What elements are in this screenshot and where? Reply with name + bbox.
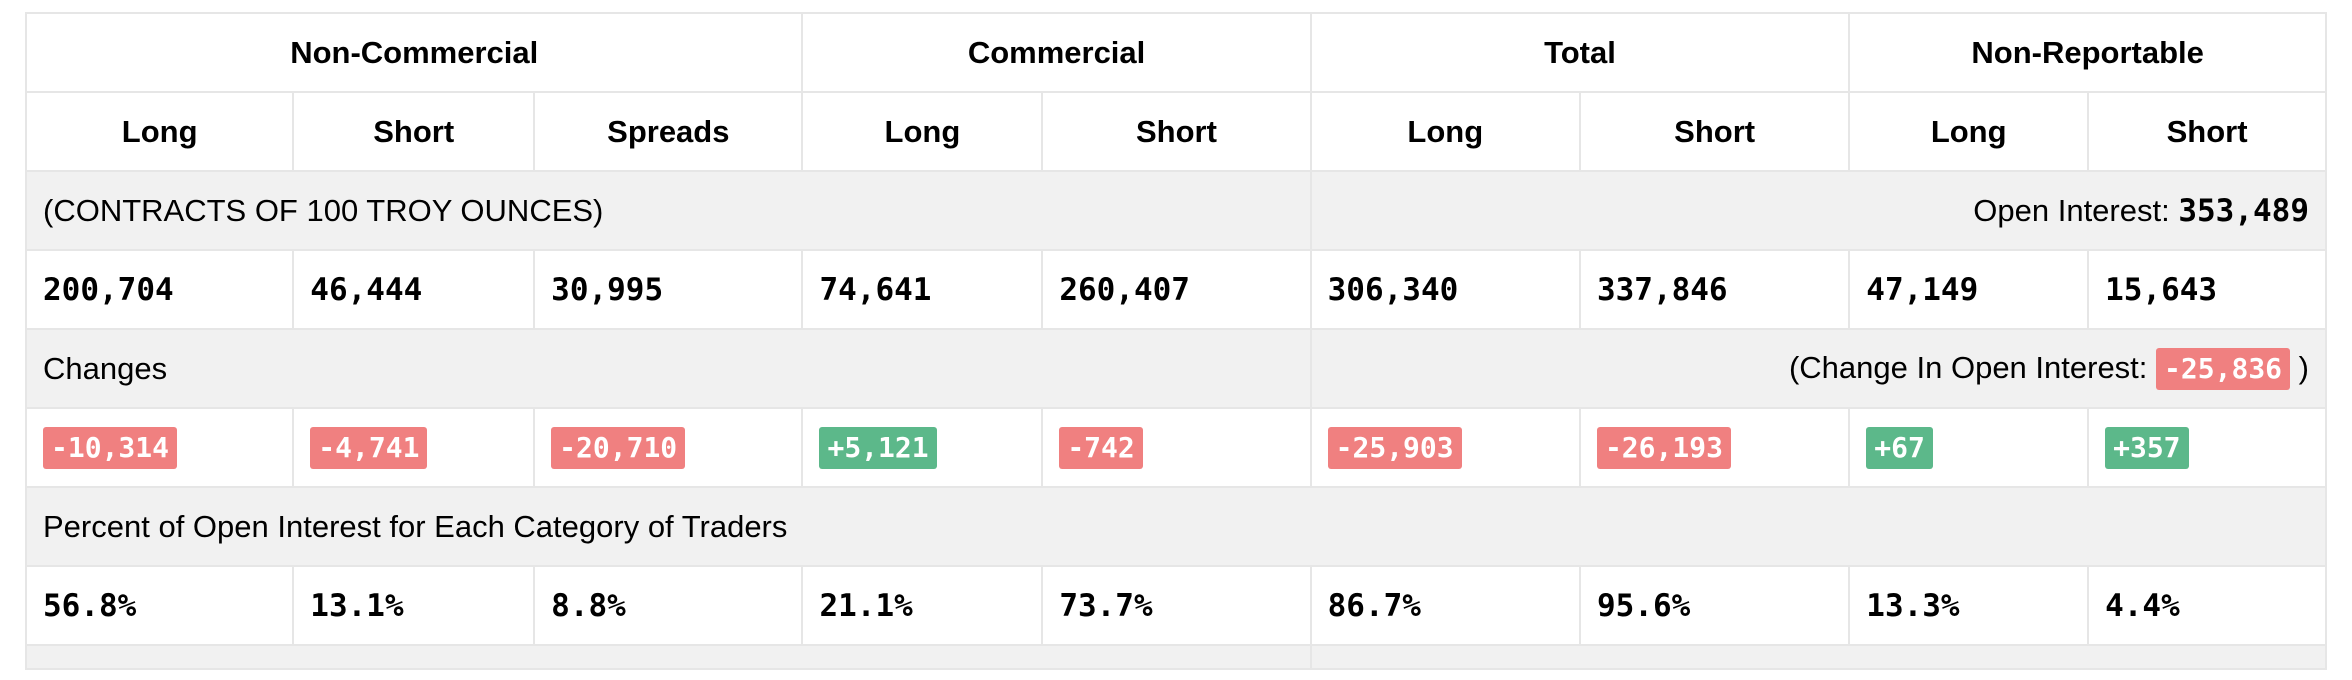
percent-cell: 86.7% (1309, 565, 1581, 646)
change-cell: +67 (1848, 407, 2090, 488)
sub-header-cell: Short (1578, 91, 1851, 172)
open-interest-value: 353,489 (2178, 192, 2309, 229)
percent-cell: 56.8% (24, 565, 295, 646)
percent-cell: 95.6% (1578, 565, 1851, 646)
sub-header-cell: Short (292, 91, 536, 172)
percent-label: Percent of Open Interest for Each Catego… (25, 486, 2327, 567)
cot-report: Non-Commercial Commercial Total Non-Repo… (24, 12, 2328, 670)
sub-header-cell: Long (24, 91, 295, 172)
percent-cell: 4.4% (2087, 565, 2327, 646)
change-cell: -20,710 (533, 407, 804, 488)
sub-header-cell: Long (1848, 91, 2090, 172)
position-cell: 337,846 (1578, 249, 1851, 330)
cut-off-row (25, 644, 2328, 670)
change-cell: -4,741 (292, 407, 536, 488)
sub-header-cell: Spreads (533, 91, 804, 172)
percent-cell: 21.1% (801, 565, 1044, 646)
sub-header-cell: Long (1309, 91, 1581, 172)
change-open-interest-badge: -25,836 (2156, 347, 2291, 390)
units-label: (CONTRACTS OF 100 TROY OUNCES) (25, 170, 1312, 251)
position-cell: 15,643 (2087, 249, 2327, 330)
position-cell: 74,641 (801, 249, 1044, 330)
percent-label-row: Percent of Open Interest for Each Catego… (25, 486, 2327, 567)
positions-row: 200,704 46,444 30,995 74,641 260,407 306… (24, 249, 2327, 330)
percent-cell: 8.8% (533, 565, 804, 646)
change-badge: +5,121 (819, 426, 937, 469)
sub-header-cell: Long (801, 91, 1044, 172)
sub-header-row: Long Short Spreads Long Short Long Short… (24, 91, 2327, 172)
change-badge: -26,193 (1596, 426, 1731, 469)
change-cell: -10,314 (24, 407, 295, 488)
cot-table: Non-Commercial Commercial Total Non-Repo… (24, 12, 2328, 670)
position-cell: 46,444 (292, 249, 536, 330)
group-header-total: Total (1309, 12, 1851, 93)
position-cell: 30,995 (533, 249, 804, 330)
change-cell: -742 (1041, 407, 1312, 488)
change-open-interest-label: (Change In Open Interest: (1788, 349, 2148, 385)
change-badge: -20,710 (551, 426, 686, 469)
group-header-noncommercial: Non-Commercial (24, 12, 804, 93)
change-badge: +67 (1866, 426, 1933, 469)
sub-header-cell: Short (1041, 91, 1312, 172)
cut-off-cell (1309, 644, 2328, 670)
position-cell: 47,149 (1848, 249, 2090, 330)
change-cell: +357 (2087, 407, 2327, 488)
group-header-row: Non-Commercial Commercial Total Non-Repo… (24, 12, 2327, 93)
change-badge: -4,741 (310, 426, 428, 469)
change-cell: -25,903 (1309, 407, 1581, 488)
cut-off-cell (25, 644, 1312, 670)
sub-header-cell: Short (2087, 91, 2327, 172)
percent-cell: 13.1% (292, 565, 536, 646)
change-badge: -742 (1059, 426, 1143, 469)
changes-label-row: Changes (Change In Open Interest: -25,83… (25, 328, 2328, 409)
percents-row: 56.8% 13.1% 8.8% 21.1% 73.7% 86.7% 95.6%… (24, 565, 2327, 646)
change-badge: -25,903 (1327, 426, 1462, 469)
change-cell: +5,121 (801, 407, 1044, 488)
change-cell: -26,193 (1578, 407, 1851, 488)
group-header-nonreportable: Non-Reportable (1848, 12, 2327, 93)
changes-row: -10,314 -4,741 -20,710 +5,121 -742 -25,9… (24, 407, 2327, 488)
position-cell: 260,407 (1041, 249, 1312, 330)
open-interest-label: Open Interest: (1973, 192, 2170, 228)
percent-cell: 13.3% (1848, 565, 2090, 646)
change-badge: -10,314 (43, 426, 178, 469)
change-open-interest-suffix: ) (2298, 349, 2309, 385)
position-cell: 200,704 (24, 249, 295, 330)
position-cell: 306,340 (1309, 249, 1581, 330)
percent-cell: 73.7% (1041, 565, 1312, 646)
change-open-interest-cell: (Change In Open Interest: -25,836 ) (1309, 328, 2328, 409)
group-header-commercial: Commercial (801, 12, 1312, 93)
changes-label: Changes (25, 328, 1312, 409)
open-interest-cell: Open Interest: 353,489 (1309, 170, 2328, 251)
change-badge: +357 (2105, 426, 2189, 469)
units-row: (CONTRACTS OF 100 TROY OUNCES) Open Inte… (25, 170, 2328, 251)
